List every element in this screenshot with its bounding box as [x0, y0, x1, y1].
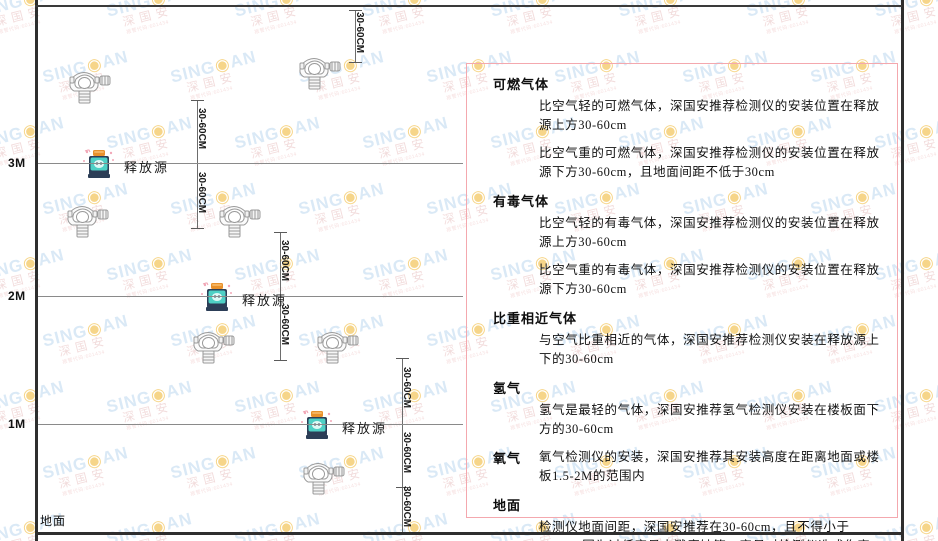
- dimension-tick: [274, 232, 287, 233]
- release-source-label: 释放源: [242, 293, 288, 308]
- frame-bottom-border: [35, 532, 902, 535]
- section-paragraph: 检测仪地面间距，深国安推荐在30-60cm，且不得小于30cm，因为过低容易水溅…: [539, 520, 870, 541]
- section-heading: 氧气: [493, 451, 522, 466]
- dimension-tick: [349, 62, 362, 63]
- installation-guidance-panel: 可燃气体比空气轻的可燃气体，深国安推荐检测仪的安装位置在释放源上方30-60cm…: [466, 63, 898, 541]
- dimension-label: 30-60CM: [196, 171, 207, 213]
- height-rule: [38, 424, 463, 425]
- gas-detector-icon: [212, 196, 264, 247]
- release-source-label: 释放源: [342, 421, 388, 436]
- guidance-section-oxygen: 氧气 氧气检测仪的安装，深国安推荐其安装高度在距离地面或楼板1.5-2M的范围内: [481, 448, 883, 486]
- dimension-line: [402, 358, 403, 424]
- dimension-line: [197, 100, 198, 163]
- dimension-line: [355, 10, 356, 62]
- dimension-line: [280, 232, 281, 296]
- dimension-line: [402, 424, 403, 487]
- dimension-line: [280, 296, 281, 360]
- dimension-label: 30-60CM: [401, 485, 412, 527]
- guidance-section-ground: 地面检测仪地面间距，深国安推荐在30-60cm，且不得小于30cm，因为过低容易…: [481, 495, 883, 541]
- dimension-label: 30-60CM: [279, 240, 290, 282]
- guidance-section-hydrogen: 氢气氢气是最轻的气体，深国安推荐氢气检测仪安装在楼板面下方的30-60cm: [481, 378, 883, 439]
- dimension-tick: [396, 358, 409, 359]
- section-paragraph: 氢气是最轻的气体，深国安推荐氢气检测仪安装在楼板面下方的30-60cm: [539, 403, 880, 436]
- section-heading: 地面: [493, 498, 522, 513]
- section-paragraph: 比空气轻的有毒气体，深国安推荐检测仪的安装位置在释放源上方30-60cm: [539, 216, 880, 249]
- section-paragraph: 氧气检测仪的安装，深国安推荐其安装高度在距离地面或楼板1.5-2M的范围内: [539, 450, 880, 483]
- section-paragraph: 比空气重的可燃气体，深国安推荐检测仪的安装位置在释放源下方30-60cm，且地面…: [539, 146, 880, 179]
- guidance-section-flammable-gas: 可燃气体比空气轻的可燃气体，深国安推荐检测仪的安装位置在释放源上方30-60cm…: [481, 74, 883, 182]
- dimension-label: 30-60CM: [354, 12, 365, 54]
- height-tick-label: 3M: [8, 156, 26, 170]
- dimension-tick: [191, 228, 204, 229]
- section-heading: 有毒气体: [493, 194, 550, 209]
- frame-top-border: [35, 5, 902, 7]
- guidance-section-similar-density-gas: 比重相近气体与空气比重相近的气体，深国安推荐检测仪安装在释放源上下的30-60c…: [481, 308, 883, 369]
- dimension-tick: [274, 360, 287, 361]
- dimension-label: 30-60CM: [279, 304, 290, 346]
- release-source-label: 释放源: [124, 160, 170, 175]
- gas-detector-icon: [186, 322, 238, 373]
- height-tick-label: 2M: [8, 289, 26, 303]
- dimension-line: [197, 163, 198, 228]
- section-heading: 比重相近气体: [493, 311, 578, 326]
- gas-detector-icon: [296, 453, 348, 504]
- height-tick-label: 1M: [8, 417, 26, 431]
- section-heading: 可燃气体: [493, 77, 550, 92]
- gas-detector-icon: [62, 62, 114, 113]
- gas-detector-icon: [60, 196, 112, 247]
- dimension-tick: [349, 10, 362, 11]
- height-rule: [38, 163, 463, 164]
- dimension-tick: [191, 100, 204, 101]
- section-heading: 氢气: [493, 381, 522, 396]
- gas-detector-icon: [310, 322, 362, 373]
- guidance-section-toxic-gas: 有毒气体比空气轻的有毒气体，深国安推荐检测仪的安装位置在释放源上方30-60cm…: [481, 191, 883, 299]
- dimension-line: [402, 487, 403, 532]
- release-source-icon: [82, 148, 116, 185]
- section-paragraph: 比空气轻的可燃气体，深国安推荐检测仪的安装位置在释放源上方30-60cm: [539, 99, 880, 132]
- dimension-label: 30-60CM: [401, 431, 412, 473]
- gas-detector-icon: [292, 48, 344, 99]
- frame-right-border: [901, 0, 904, 541]
- dimension-label: 30-60CM: [196, 107, 207, 149]
- dimension-tick: [396, 487, 409, 488]
- section-paragraph: 与空气比重相近的气体，深国安推荐检测仪安装在释放源上下的30-60cm: [539, 333, 880, 366]
- height-rule: [38, 296, 463, 297]
- release-source-icon: [200, 281, 234, 318]
- section-paragraph: 比空气重的有毒气体，深国安推荐检测仪的安装位置在释放源下方30-60cm: [539, 263, 880, 296]
- dimension-label: 30-60CM: [401, 367, 412, 409]
- release-source-icon: [300, 409, 334, 446]
- frame-left-border: [35, 0, 38, 541]
- ground-label: 地面: [40, 514, 67, 528]
